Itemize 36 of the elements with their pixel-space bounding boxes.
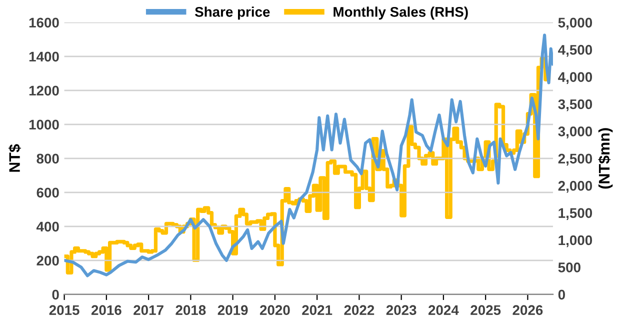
y-tick-label: 1400: [29, 52, 59, 62]
x-tick-label: 2024: [428, 305, 459, 316]
y-tick-label: 400: [36, 222, 59, 232]
x-tick-label: 2016: [91, 305, 122, 316]
y2-tick-label: 500: [558, 262, 580, 272]
x-tick-label: 2019: [218, 305, 248, 316]
x-tick-label: 2018: [176, 305, 206, 316]
y2-tick-label: 4,500: [558, 44, 592, 57]
y2-tick-label: 5,000: [558, 18, 592, 30]
x-tick-label: 2025: [470, 305, 501, 316]
y2-tick-label: 3,500: [558, 99, 592, 112]
y2-tick-label: 0: [558, 290, 565, 300]
y2-axis-title: (NT$mn): [598, 128, 613, 189]
y-tick-label: 1000: [29, 120, 59, 130]
y-axis-title: NT$: [8, 144, 21, 172]
y2-tick-label: 4,000: [558, 72, 592, 84]
legend-label: Monthly Sales (RHS): [334, 6, 468, 20]
x-tick-label: 2015: [49, 305, 80, 316]
y2-tick-label: 3,000: [558, 126, 592, 138]
x-tick-label: 2017: [134, 305, 164, 316]
y2-tick-label: 1,000: [558, 235, 592, 248]
y2-tick-label: 2,000: [558, 180, 592, 193]
x-tick-label: 2020: [260, 305, 290, 316]
y-tick-label: 600: [36, 188, 59, 198]
legend-label: Share price: [194, 6, 270, 20]
x-tick-label: 2022: [344, 305, 374, 316]
y2-tick-label: 1,500: [558, 208, 592, 220]
y2-tick-label: 2,500: [558, 154, 592, 166]
x-tick-label: 2026: [512, 305, 543, 316]
y-tick-label: 800: [36, 154, 59, 164]
y-tick-label: 0: [52, 290, 59, 300]
x-tick-label: 2023: [386, 305, 416, 316]
x-tick-label: 2021: [302, 305, 332, 316]
y-tick-label: 1200: [29, 86, 59, 96]
y-tick-label: 1600: [29, 18, 59, 28]
y-tick-label: 200: [36, 256, 59, 266]
